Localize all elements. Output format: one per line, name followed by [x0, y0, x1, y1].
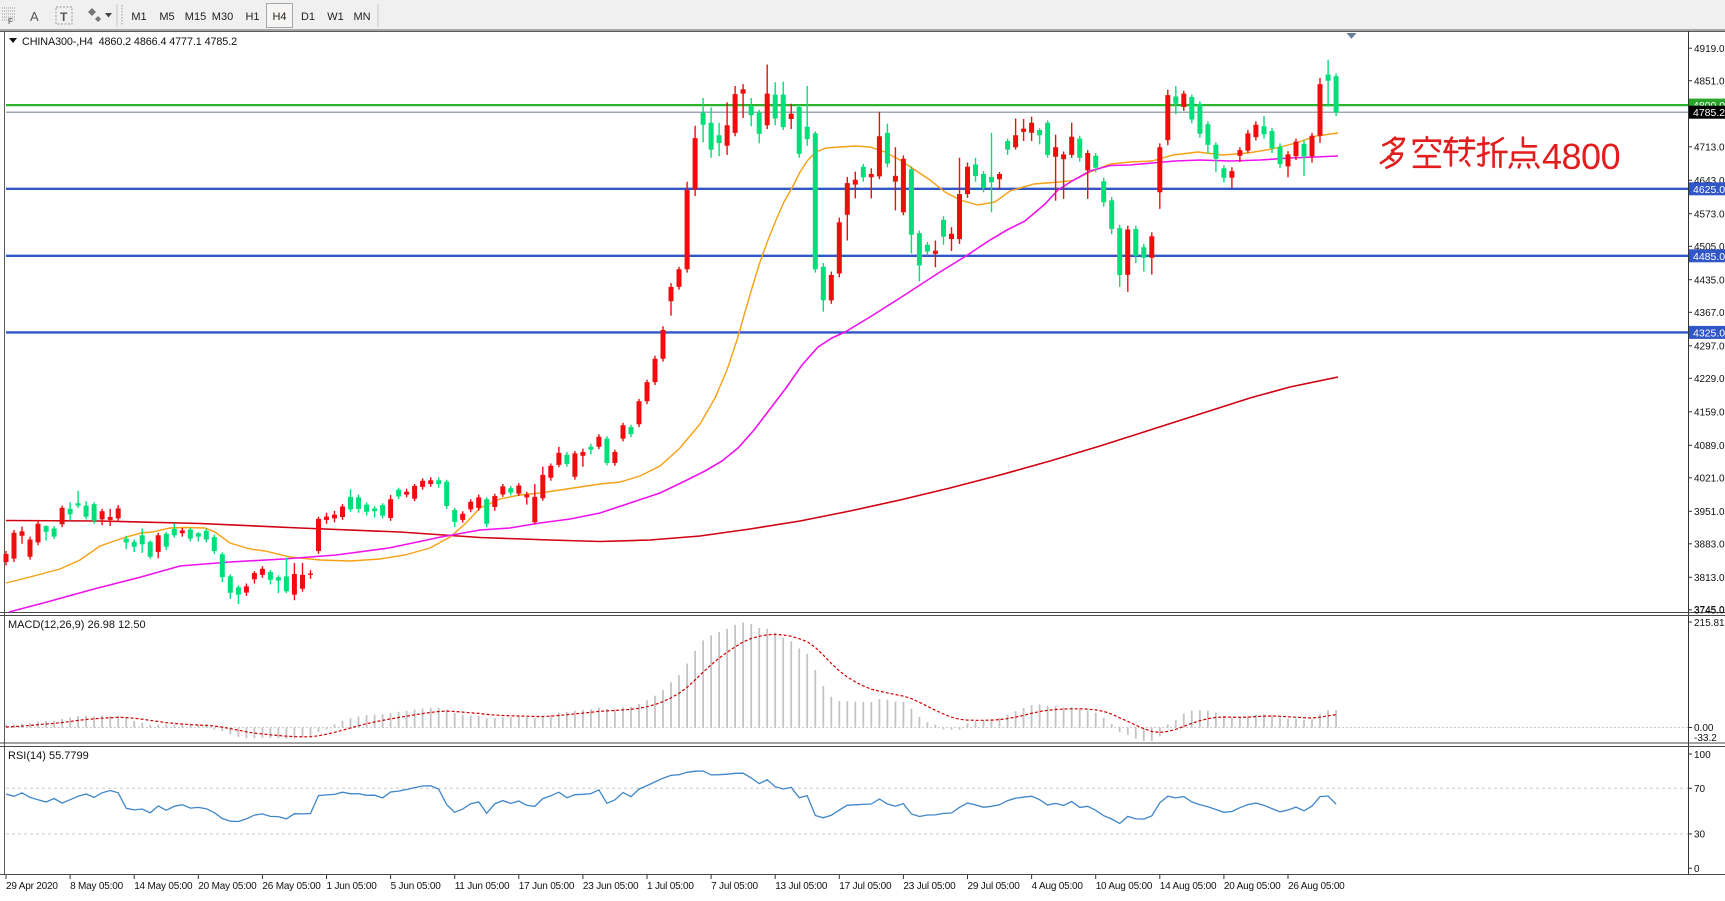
- svg-text:MACD(12,26,9) 26.98 12.50: MACD(12,26,9) 26.98 12.50: [8, 619, 146, 631]
- svg-text:H4: H4: [272, 11, 286, 23]
- svg-text:30: 30: [1694, 830, 1706, 841]
- svg-text:4485.0: 4485.0: [1693, 251, 1725, 263]
- svg-text:F: F: [8, 17, 13, 26]
- svg-text:5 Jun 05:00: 5 Jun 05:00: [391, 881, 442, 892]
- svg-text:14 Aug 05:00: 14 Aug 05:00: [1160, 881, 1217, 892]
- svg-text:4089.0: 4089.0: [1694, 441, 1725, 452]
- svg-text:4643.0: 4643.0: [1694, 176, 1725, 187]
- svg-text:4325.0: 4325.0: [1693, 327, 1725, 339]
- svg-text:T: T: [60, 10, 68, 24]
- svg-text:4021.0: 4021.0: [1694, 474, 1725, 485]
- svg-text:7 Jul 05:00: 7 Jul 05:00: [711, 881, 758, 892]
- svg-text:4435.0: 4435.0: [1694, 276, 1725, 287]
- svg-text:M15: M15: [185, 11, 206, 23]
- svg-text:8 May 05:00: 8 May 05:00: [70, 881, 123, 892]
- svg-text:4297.0: 4297.0: [1694, 342, 1725, 353]
- svg-text:4 Aug 05:00: 4 Aug 05:00: [1032, 881, 1084, 892]
- svg-text:70: 70: [1694, 784, 1706, 795]
- svg-text:17 Jul 05:00: 17 Jul 05:00: [839, 881, 892, 892]
- svg-text:-33.2: -33.2: [1694, 733, 1717, 744]
- svg-text:4851.0: 4851.0: [1694, 77, 1725, 88]
- svg-text:10 Aug 05:00: 10 Aug 05:00: [1096, 881, 1153, 892]
- svg-text:29 Jul 05:00: 29 Jul 05:00: [968, 881, 1021, 892]
- svg-text:3745.0: 3745.0: [1694, 606, 1725, 617]
- svg-text:215.81: 215.81: [1694, 618, 1725, 629]
- svg-text:RSI(14) 55.7799: RSI(14) 55.7799: [8, 750, 89, 762]
- svg-text:29 Apr 2020: 29 Apr 2020: [6, 881, 58, 892]
- svg-text:3883.0: 3883.0: [1694, 540, 1725, 551]
- svg-text:3745.0: 3745.0: [1694, 605, 1725, 616]
- svg-text:100: 100: [1694, 750, 1711, 761]
- svg-text:4367.0: 4367.0: [1694, 308, 1725, 319]
- svg-text:4505.0: 4505.0: [1694, 242, 1725, 253]
- svg-text:4713.0: 4713.0: [1694, 143, 1725, 154]
- svg-text:A: A: [30, 9, 39, 24]
- svg-text:H1: H1: [245, 11, 259, 23]
- svg-text:1 Jun 05:00: 1 Jun 05:00: [327, 881, 378, 892]
- svg-text:1 Jul 05:00: 1 Jul 05:00: [647, 881, 694, 892]
- svg-text:11 Jun 05:00: 11 Jun 05:00: [455, 881, 510, 892]
- svg-text:4159.0: 4159.0: [1694, 408, 1725, 419]
- svg-text:0.00: 0.00: [1694, 723, 1714, 734]
- svg-text:MN: MN: [353, 11, 370, 23]
- svg-text:20 Aug 05:00: 20 Aug 05:00: [1224, 881, 1281, 892]
- svg-text:17 Jun 05:00: 17 Jun 05:00: [519, 881, 575, 892]
- svg-text:13 Jul 05:00: 13 Jul 05:00: [775, 881, 828, 892]
- svg-text:4785.2: 4785.2: [1693, 107, 1725, 119]
- svg-text:20 May 05:00: 20 May 05:00: [198, 881, 257, 892]
- svg-text:M1: M1: [131, 11, 146, 23]
- svg-text:4229.0: 4229.0: [1694, 374, 1725, 385]
- svg-text:14 May 05:00: 14 May 05:00: [134, 881, 193, 892]
- svg-text:3813.0: 3813.0: [1694, 573, 1725, 584]
- svg-text:4625.0: 4625.0: [1693, 184, 1725, 196]
- svg-text:D1: D1: [301, 11, 315, 23]
- svg-text:23 Jun 05:00: 23 Jun 05:00: [583, 881, 639, 892]
- svg-text:4800: 4800: [1542, 136, 1620, 177]
- svg-text:26 May 05:00: 26 May 05:00: [262, 881, 321, 892]
- svg-text:W1: W1: [327, 11, 344, 23]
- svg-text:3951.0: 3951.0: [1694, 507, 1725, 518]
- svg-text:0: 0: [1694, 864, 1700, 875]
- svg-text:M30: M30: [212, 11, 233, 23]
- svg-text:CHINA300-,H4 4860.2 4866.4 47: CHINA300-,H4 4860.2 4866.4 4777.1 4785.2: [22, 36, 237, 48]
- svg-text:26 Aug 05:00: 26 Aug 05:00: [1288, 881, 1345, 892]
- svg-text:23 Jul 05:00: 23 Jul 05:00: [903, 881, 956, 892]
- svg-text:4919.0: 4919.0: [1694, 44, 1725, 55]
- svg-text:4573.0: 4573.0: [1694, 210, 1725, 221]
- svg-text:M5: M5: [159, 11, 174, 23]
